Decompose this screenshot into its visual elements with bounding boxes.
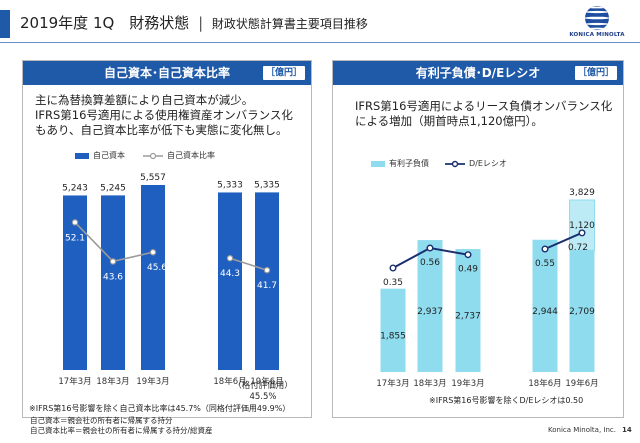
equity-bar: [141, 185, 165, 370]
debt-bar-ifrs16: [569, 199, 595, 251]
debt-bar: [569, 250, 595, 372]
equity-bar-label: 5,557: [140, 173, 166, 183]
equity-ratio-label: 45.6: [147, 263, 167, 273]
debt-bar: [380, 288, 406, 372]
legend-line-label: D/Eレシオ: [469, 159, 507, 168]
header-divider: [0, 42, 640, 43]
equity-x-tick: 18年6月: [213, 376, 246, 387]
debt-bar-total-label: 3,829: [569, 188, 595, 198]
equity-ratio-label: 43.6: [103, 272, 123, 282]
commentary-line: もあり、自己資本比率が低下も実態に変化無し。: [35, 123, 288, 137]
de-ratio-label: 0.56: [420, 258, 440, 268]
rating-note-value: 45.5%: [249, 392, 277, 402]
legend-bar-swatch: [75, 152, 89, 159]
de-ratio-point: [578, 229, 586, 237]
de-ratio-label: 0.49: [458, 265, 478, 275]
equity-commentary: 主に為替換算差額により自己資本が減少。 IFRS第16号適用による使用権資産オン…: [35, 93, 293, 138]
equity-ratio-label: 44.3: [220, 269, 240, 279]
footer-company: Konica Minolta, Inc.: [548, 426, 616, 434]
header-accent-bar: [0, 10, 10, 38]
debt-commentary: IFRS第16号適用によるリース負債オンバランス化 による増加（期首時点1,12…: [355, 99, 612, 129]
page-title: 2019年度 1Q 財務状態 | 財政状態計算書主要項目推移: [20, 12, 368, 33]
de-ratio-point: [426, 244, 434, 252]
equity-bar: [101, 195, 125, 370]
page-number: 14: [622, 426, 632, 434]
debt-bar-ifrs16-label: 1,120: [569, 221, 595, 231]
equity-bar-label: 5,245: [100, 183, 126, 193]
legend-line-label: 自己資本比率: [167, 151, 215, 160]
unit-badge: ［億円］: [574, 66, 617, 80]
debt-bar-base-label: 2,709: [569, 307, 595, 317]
equity-bar: [218, 192, 242, 370]
equity-ratio-label: 41.7: [257, 281, 277, 291]
legend-bar-label: 有利子負債: [389, 159, 429, 168]
debt-x-tick: 18年3月: [413, 378, 446, 389]
debt-bar-label: 2,937: [417, 307, 443, 317]
debt-bar-label: 2,944: [532, 307, 558, 317]
footer-definition: 自己資本比率＝親会社の所有者に帰属する持分/総資産: [30, 426, 213, 435]
debt-bar: [417, 240, 443, 372]
equity-panel-title-text: 自己資本･自己資本比率: [103, 66, 230, 80]
legend-line-swatch: [143, 152, 163, 159]
commentary-line: 主に為替換算差額により自己資本が減少。: [35, 93, 254, 107]
debt-x-tick: 19年3月: [451, 378, 484, 389]
debt-bar: [455, 249, 481, 372]
equity-bar-label: 5,333: [217, 180, 243, 190]
equity-ratio-point: [149, 249, 157, 256]
debt-bar: [532, 239, 558, 372]
de-ratio-label: 0.55: [535, 259, 555, 269]
commentary-line: IFRS第16号適用による使用権資産オンバランス化: [35, 108, 293, 122]
debt-panel-title: 有利子負債･D/Eレシオ ［億円］: [333, 61, 623, 85]
equity-ratio-line: [229, 257, 268, 271]
commentary-line: IFRS第16号適用によるリース負債オンバランス化: [355, 99, 613, 113]
debt-x-tick: 19年6月: [565, 378, 598, 389]
equity-x-tick: 19年6月: [250, 376, 283, 387]
legend-bar-swatch: [371, 160, 385, 167]
legend-line-swatch: [445, 160, 465, 167]
debt-legend: 有利子負債 D/Eレシオ: [371, 158, 507, 169]
equity-x-tick: 17年3月: [58, 376, 91, 387]
debt-x-tick: 18年6月: [528, 378, 561, 389]
debt-footnote: ※IFRS第16号影響を除くD/Eレシオは0.50: [429, 396, 584, 405]
de-ratio-label: 0.72: [568, 243, 588, 253]
equity-bar-label: 5,335: [254, 180, 280, 190]
debt-bar-label: 2,737: [455, 312, 481, 322]
equity-ratio-label: 52.1: [65, 233, 85, 243]
de-ratio-line: [544, 231, 583, 250]
de-ratio-label: 0.35: [383, 278, 403, 288]
commentary-line: による増加（期首時点1,120億円）。: [355, 114, 543, 128]
footer-definitions: 自己資本＝親会社の所有者に帰属する持分 自己資本比率＝親会社の所有者に帰属する持…: [30, 416, 213, 436]
equity-ratio-point: [226, 255, 234, 262]
equity-bar-label: 5,243: [62, 183, 88, 193]
title-separator: |: [198, 14, 204, 32]
unit-badge: ［億円］: [262, 66, 305, 80]
globe-logo-icon: [585, 6, 609, 30]
equity-ratio-point: [109, 258, 117, 265]
page-subtitle: 財政状態計算書主要項目推移: [211, 17, 368, 31]
footer-definition: 自己資本＝親会社の所有者に帰属する持分: [30, 416, 173, 425]
equity-x-tick: 19年3月: [136, 376, 169, 387]
legend-bar-label: 自己資本: [93, 151, 125, 160]
rating-note-label: （格付評価用）: [233, 381, 293, 391]
company-logo: KONICA MINOLTA: [562, 4, 632, 44]
de-ratio-point: [389, 264, 397, 272]
debt-bar-label: 1,855: [380, 331, 406, 341]
equity-legend: 自己資本 自己資本比率: [75, 150, 215, 161]
debt-panel-title-text: 有利子負債･D/Eレシオ: [415, 66, 541, 80]
logo-wordmark: KONICA MINOLTA: [569, 32, 625, 38]
debt-x-tick: 17年3月: [376, 378, 409, 389]
equity-ratio-point: [71, 219, 79, 226]
equity-bar: [255, 192, 279, 370]
de-ratio-point: [464, 251, 472, 259]
de-ratio-point: [541, 245, 549, 253]
equity-x-tick: 18年3月: [96, 376, 129, 387]
page-title-text: 2019年度 1Q 財務状態: [20, 14, 190, 32]
equity-footnote: ※IFRS第16号影響を除く自己資本比率は45.7%（同格付評価用49.9%）: [29, 404, 291, 413]
equity-ratio-point: [263, 266, 271, 274]
rating-note: （格付評価用） 45.5%: [233, 381, 293, 403]
equity-panel-title: 自己資本･自己資本比率 ［億円］: [23, 61, 311, 85]
